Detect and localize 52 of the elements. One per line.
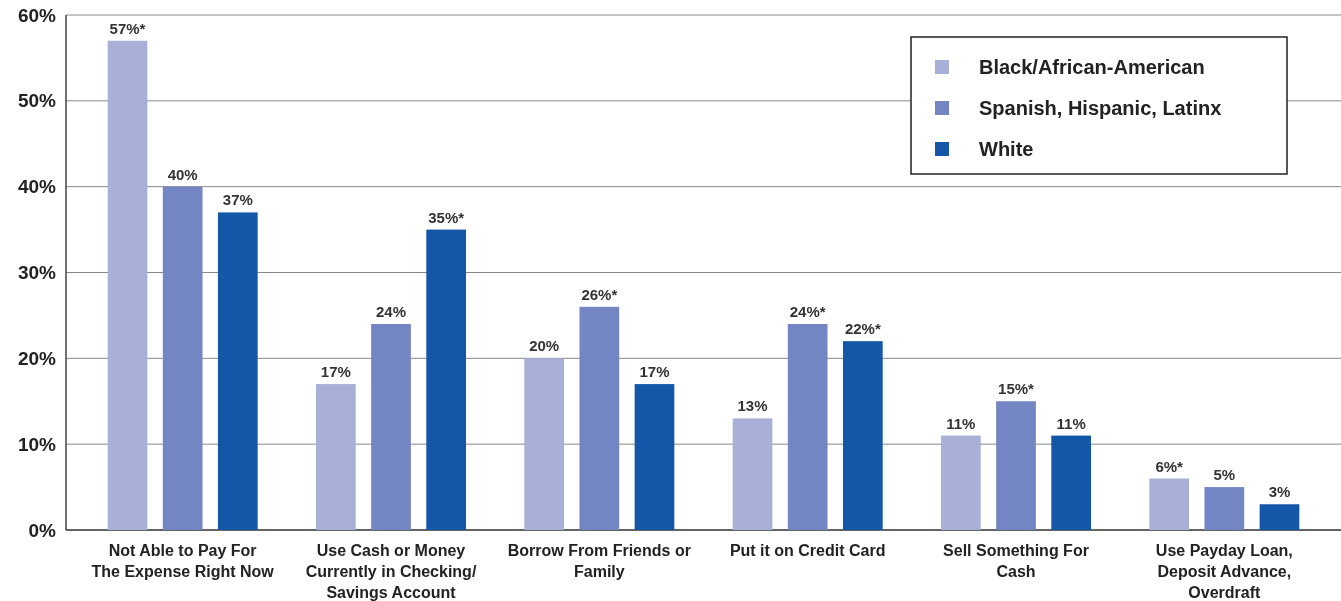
- data-label: 17%: [320, 363, 351, 381]
- x-tick-label: Use Payday Loan, Deposit Advance, Overdraft: [1155, 542, 1293, 601]
- bar: [1259, 504, 1300, 530]
- y-tick-label: 20%: [17, 347, 57, 369]
- legend-label: White: [979, 138, 1034, 160]
- data-label: 3%: [1268, 483, 1291, 501]
- bar: [732, 418, 773, 530]
- data-label: 11%: [1056, 414, 1086, 432]
- y-tick-label: 10%: [17, 433, 57, 455]
- data-label: 13%: [737, 397, 768, 415]
- x-tick-label: Sell Something For Cash: [943, 542, 1089, 580]
- y-tick-label: 60%: [17, 4, 57, 26]
- data-label: 17%: [639, 363, 670, 381]
- bar: [579, 306, 620, 530]
- bar: [1204, 487, 1245, 530]
- data-label: 15%*: [998, 380, 1035, 398]
- data-label: 22%*: [844, 320, 881, 338]
- data-label: 24%: [375, 303, 407, 320]
- data-label: 20%: [529, 337, 560, 355]
- bar: [1051, 435, 1091, 530]
- bar: [107, 40, 148, 530]
- x-tick-label: Use Cash or Money Currently in Checking/ Savings Account: [305, 542, 477, 601]
- data-label: 35%*: [428, 208, 465, 226]
- bar: [217, 212, 258, 530]
- data-label: 40%: [167, 165, 198, 183]
- bar: [162, 186, 203, 530]
- legend-label: Spanish, Hispanic, Latinx: [979, 97, 1222, 119]
- bar: [524, 358, 565, 530]
- data-label: 5%: [1213, 466, 1236, 484]
- bar: [1149, 478, 1190, 530]
- data-label: 24%*: [789, 303, 826, 320]
- data-label: 26%*: [581, 285, 618, 303]
- x-tick-label: Borrow From Friends or Family: [507, 542, 691, 580]
- x-tick-label: Not Able to Pay For The Expense Right Now: [91, 542, 275, 580]
- y-tick-label: 0%: [28, 519, 57, 541]
- bar: [787, 324, 828, 530]
- y-tick-label: 30%: [17, 262, 57, 284]
- bar: [316, 384, 356, 530]
- data-label: 6%*: [1155, 457, 1184, 475]
- bar: [371, 324, 411, 530]
- data-label: 37%: [222, 191, 253, 209]
- x-tick-label: Put it on Credit Card: [729, 542, 886, 559]
- bar: [941, 435, 981, 530]
- y-tick-label: 40%: [17, 176, 57, 198]
- bar: [996, 401, 1036, 530]
- bar: [634, 384, 675, 530]
- y-tick-label: 50%: [17, 90, 57, 112]
- bar: [426, 229, 466, 530]
- data-label: 57%*: [109, 19, 146, 37]
- bar: [842, 341, 883, 530]
- legend-label: Black/African-American: [979, 56, 1205, 78]
- data-label: 11%: [946, 414, 976, 432]
